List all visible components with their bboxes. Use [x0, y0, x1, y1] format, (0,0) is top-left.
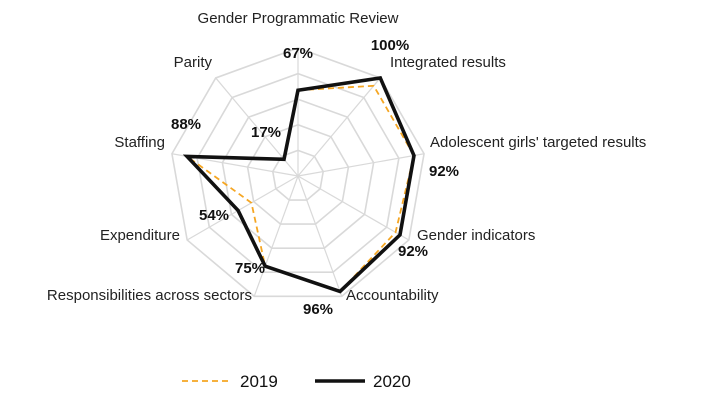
data-label: 92%: [429, 163, 459, 180]
data-label: 96%: [303, 301, 333, 318]
data-label: 67%: [283, 45, 313, 62]
series-line-2020: [182, 75, 416, 294]
legend-label-2020: 2020: [373, 372, 411, 391]
grid-spoke: [297, 153, 425, 177]
grid-spoke: [297, 175, 343, 297]
grid-ring: [246, 123, 350, 225]
legend-label-2019: 2019: [240, 372, 278, 391]
category-label: Adolescent girls' targeted results: [430, 134, 646, 151]
data-label: 54%: [199, 207, 229, 224]
grid-ring: [221, 98, 375, 249]
grid-ring: [196, 72, 400, 274]
category-label: Responsibilities across sectors: [47, 287, 252, 304]
grid-spoke: [186, 175, 299, 241]
category-label: Accountability: [346, 287, 439, 304]
data-label: 75%: [235, 260, 265, 277]
category-label: Parity: [174, 54, 213, 71]
category-label: Gender Programmatic Review: [198, 10, 399, 27]
data-label: 88%: [171, 116, 201, 133]
data-label: 100%: [371, 37, 409, 54]
data-label: 17%: [251, 124, 281, 141]
radar-grid: [171, 47, 425, 298]
legend: 2019 2020: [182, 372, 411, 391]
category-label: Expenditure: [100, 227, 180, 244]
category-label: Integrated results: [390, 54, 506, 71]
data-label: 92%: [398, 243, 428, 260]
grid-spoke: [297, 175, 410, 241]
category-label: Staffing: [114, 134, 165, 151]
grid-spoke: [253, 175, 299, 297]
grid-ring: [171, 47, 425, 298]
grid-spoke: [297, 77, 381, 177]
category-label: Gender indicators: [417, 227, 535, 244]
grid-ring: [271, 149, 325, 201]
